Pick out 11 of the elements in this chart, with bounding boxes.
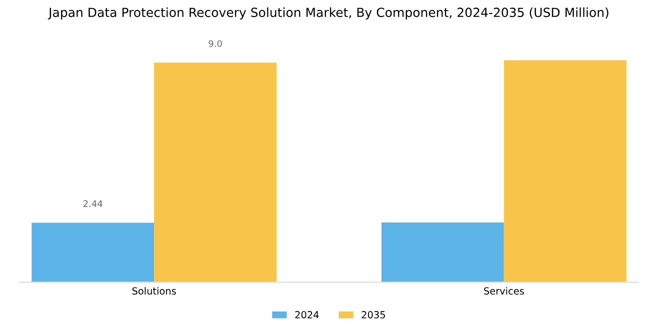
legend-label: 2035	[362, 311, 385, 318]
data-label: 2.44	[83, 200, 102, 207]
bar	[154, 62, 277, 282]
chart-title: Japan Data Protection Recovery Solution Market, By Component, 2024-2035 (USD Million)	[48, 7, 608, 20]
bar	[504, 60, 626, 282]
bar	[32, 222, 154, 282]
bar	[381, 222, 504, 282]
x-tick-label: Solutions	[132, 287, 176, 295]
x-tick-label: Services	[484, 287, 524, 295]
data-label: 9.0	[208, 40, 222, 48]
legend-label: 2024	[295, 311, 319, 318]
